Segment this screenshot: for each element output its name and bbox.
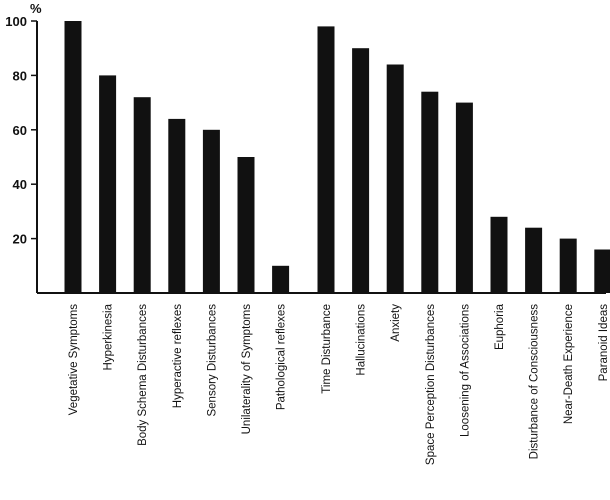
y-tick-label: 100 — [5, 14, 27, 29]
x-category-label: Hallucinations — [356, 304, 368, 376]
bar — [317, 26, 335, 294]
x-category-label: Hyperactive reflexes — [172, 304, 184, 408]
bar — [490, 216, 508, 293]
x-category-label: Paranoid Ideas — [598, 304, 610, 382]
y-tick-label: 80 — [13, 68, 27, 83]
x-category-label: Sensory Disturbances — [206, 304, 218, 417]
bar — [421, 91, 439, 293]
x-category-label: Euphoria — [494, 303, 506, 350]
bar — [99, 75, 117, 294]
bar — [455, 102, 473, 293]
bar — [352, 48, 370, 294]
x-category-label: Vegetative Symptoms — [68, 304, 80, 415]
bar — [133, 97, 151, 293]
bar — [525, 227, 543, 293]
y-tick-label: 20 — [13, 232, 27, 247]
y-tick-label: 40 — [13, 177, 27, 192]
x-category-label: Pathological reflexes — [276, 304, 288, 410]
x-category-label: Space Perception Disturbances — [425, 304, 437, 465]
x-category-label: Unilaterality of Symptoms — [241, 304, 253, 435]
x-category-label: Disturbance of Consciousness — [529, 304, 541, 460]
y-tick-label: 60 — [13, 123, 27, 138]
category-labels: Vegetative Symptoms Hyperkinesia Body Sche… — [68, 303, 610, 465]
bar — [64, 21, 82, 293]
bar — [386, 64, 404, 293]
x-category-label: Loosening of Associations — [459, 304, 471, 437]
x-category-label: Anxiety — [390, 304, 402, 342]
bar — [594, 249, 610, 293]
y-axis: 20 40 60 80 100 — [5, 14, 37, 247]
bar — [272, 265, 290, 293]
bar — [559, 238, 577, 293]
x-category-label: Hyperkinesia — [103, 303, 115, 370]
x-category-label: Time Disturbance — [321, 304, 333, 394]
x-category-label: Body Schema Disturbances — [137, 304, 149, 446]
x-category-label: Near-Death Experience — [563, 304, 575, 424]
bars-layer — [64, 21, 610, 294]
bar — [202, 129, 220, 293]
y-axis-unit-label: % — [30, 1, 42, 16]
bar — [168, 118, 186, 294]
bar — [237, 157, 255, 293]
